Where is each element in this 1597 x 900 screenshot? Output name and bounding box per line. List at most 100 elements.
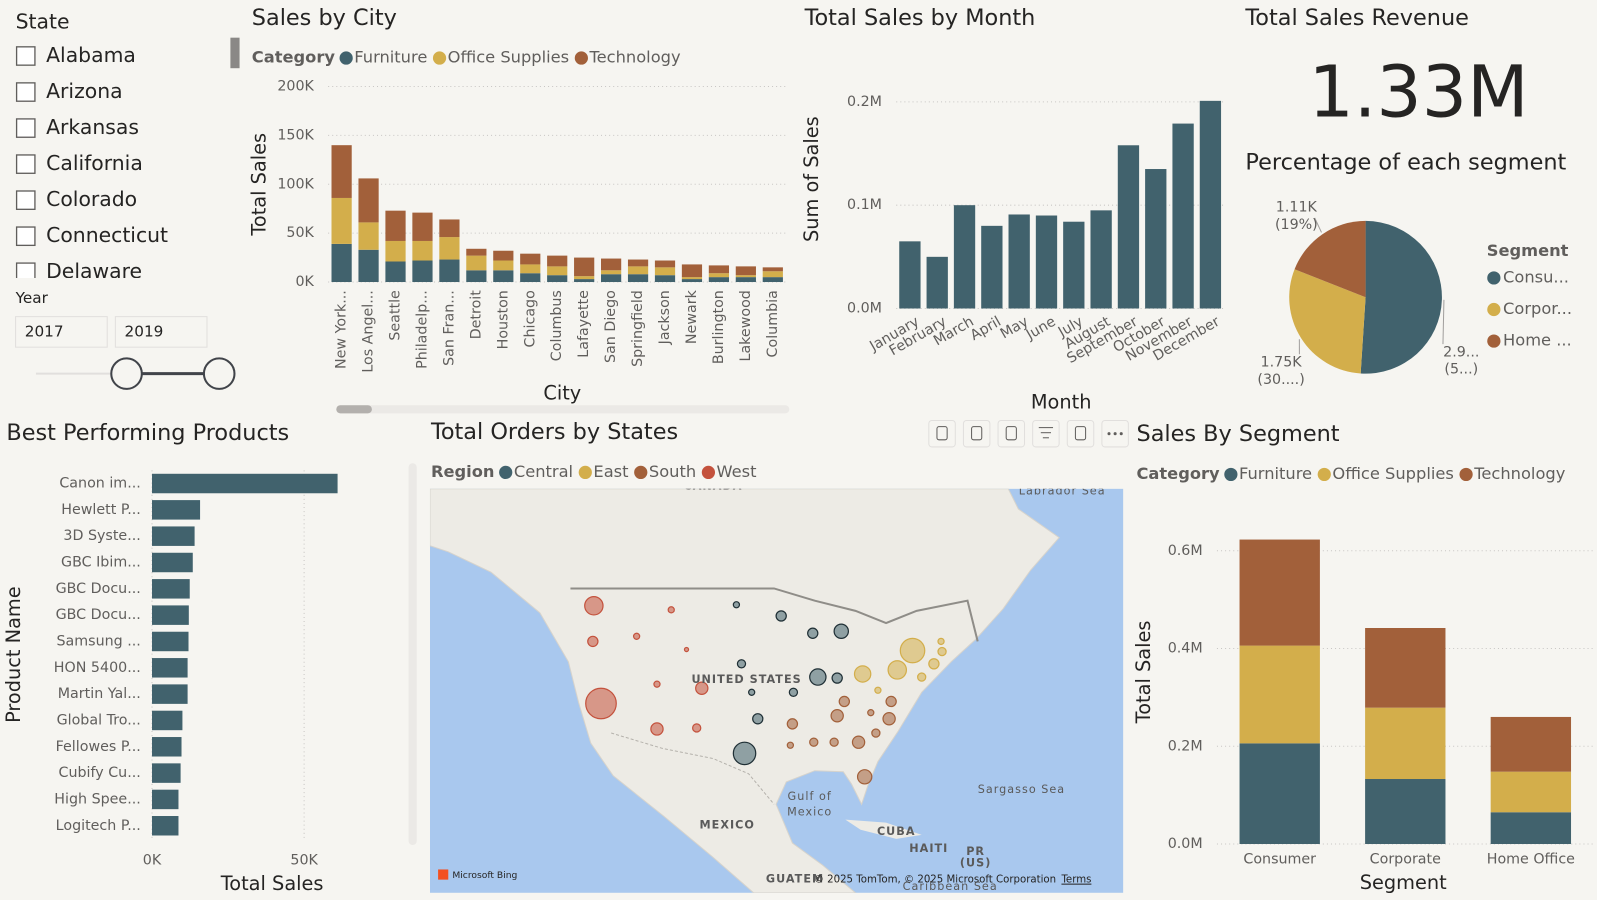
year-input[interactable] [15,316,108,348]
toolbar-button[interactable] [997,419,1026,448]
bar-segment [385,240,406,262]
state-slicer[interactable]: Alabama Arizona Arkansas California Colorado… [15,43,236,390]
x-tick-label: Lakewood [738,290,754,361]
toolbar-button[interactable] [1066,419,1095,448]
map-bubble[interactable] [650,722,664,736]
bar-segment [1490,771,1572,813]
map-bubble[interactable] [788,687,799,697]
map-bubble[interactable] [807,627,819,639]
map-bubble[interactable] [856,769,873,785]
map-bubble[interactable] [752,713,764,725]
map-bubble[interactable] [786,741,795,749]
map-bubble[interactable] [809,737,819,747]
map-bubble[interactable] [632,632,641,640]
map-bubble[interactable] [775,610,787,622]
map-bubble[interactable] [851,735,866,749]
slider-handle[interactable] [202,357,236,390]
card-value: 1.33M [1308,50,1528,133]
bar-segment [547,266,568,276]
bar [1172,123,1194,309]
map-bubble[interactable] [887,660,908,680]
checkbox[interactable] [15,154,36,174]
map-bubble[interactable] [667,606,675,614]
map-bubble[interactable] [748,688,756,696]
map-bubble[interactable] [899,637,926,664]
map-bubble[interactable] [833,623,849,639]
border [570,587,979,642]
year-input[interactable] [114,316,208,348]
checkbox[interactable] [15,82,36,102]
slider-handle[interactable] [110,357,143,390]
map-bubble[interactable] [736,659,747,669]
map-bubble[interactable] [683,646,690,653]
map-bubble[interactable] [937,637,945,646]
x-tick-label: Houston [495,290,511,349]
legend-marker [1487,302,1501,317]
map-bubble[interactable] [917,672,927,682]
bar-segment [493,270,514,283]
map-label: CUBA [877,825,916,838]
scrollbar-thumb[interactable] [336,405,372,414]
legend-marker [1487,271,1501,285]
y-tick-label: 0K [295,274,314,290]
map-bubble[interactable] [732,741,757,766]
map-bubble[interactable] [885,695,897,708]
map-bubble[interactable] [838,695,851,708]
bar [152,631,189,652]
map-bubble[interactable] [871,728,881,738]
bar [152,684,188,704]
y-tick-label: GBC Docu... [56,607,141,623]
map-bubble[interactable] [853,665,872,683]
toolbar-button[interactable] [1032,419,1060,448]
bar-segment [1239,645,1320,744]
bar-segment [627,266,649,275]
map-bubble[interactable] [830,709,844,723]
checkbox[interactable] [15,226,36,247]
bar-segment [1365,779,1446,845]
map-land [845,819,922,839]
map-bubble[interactable] [867,709,875,717]
map-bubble[interactable] [692,723,702,733]
chart-title: Percentage of each segment [1245,149,1566,175]
data-label: (30....) [1257,372,1304,388]
map-bubble[interactable] [937,646,947,657]
x-tick-label: June [1023,314,1059,344]
chart-title: Total Sales by Month [804,5,1036,31]
checkbox[interactable] [15,262,36,281]
toolbar-button[interactable] [928,419,956,448]
map-bubble[interactable] [585,687,617,720]
toolbar-button[interactable] [962,419,991,448]
legend-marker [1459,467,1473,482]
map-bubble[interactable] [829,737,839,747]
map-bubble[interactable] [584,595,604,616]
bar-segment [601,274,622,283]
bar-segment [412,212,433,241]
map-bubble[interactable] [695,681,709,695]
map-bubble[interactable] [786,718,799,730]
y-tick-label: High Spee... [54,791,141,807]
bing-logo [438,869,449,880]
map-bubble[interactable] [928,658,940,670]
legend-title: Category [1137,464,1221,483]
data-label: (5...) [1444,362,1478,378]
checkbox[interactable] [15,190,36,210]
x-tick-label: Springfield [630,290,646,367]
bar [1008,214,1030,309]
map-bubble[interactable] [882,712,896,726]
legend-label: Consu... [1503,267,1569,286]
chart-title: Best Performing Products [6,420,289,446]
map[interactable]: CANADA Labrador Sea UNITED STATES Gulf of Me… [429,480,1124,893]
map-bubble[interactable] [831,672,843,684]
x-tick-label: Columbus [549,290,565,361]
map-bubble[interactable] [653,680,661,688]
checkbox[interactable] [15,118,36,138]
map-bubble[interactable] [809,668,827,686]
map-label: Sargasso Sea [978,783,1065,796]
map-bubble[interactable] [874,686,882,694]
map-bubble[interactable] [732,601,741,609]
checkbox[interactable] [15,46,36,66]
bar-segment [654,260,676,268]
bubbles [584,595,947,785]
map-bubble[interactable] [587,635,599,648]
x-tick-label: Los Angel... [361,290,377,373]
